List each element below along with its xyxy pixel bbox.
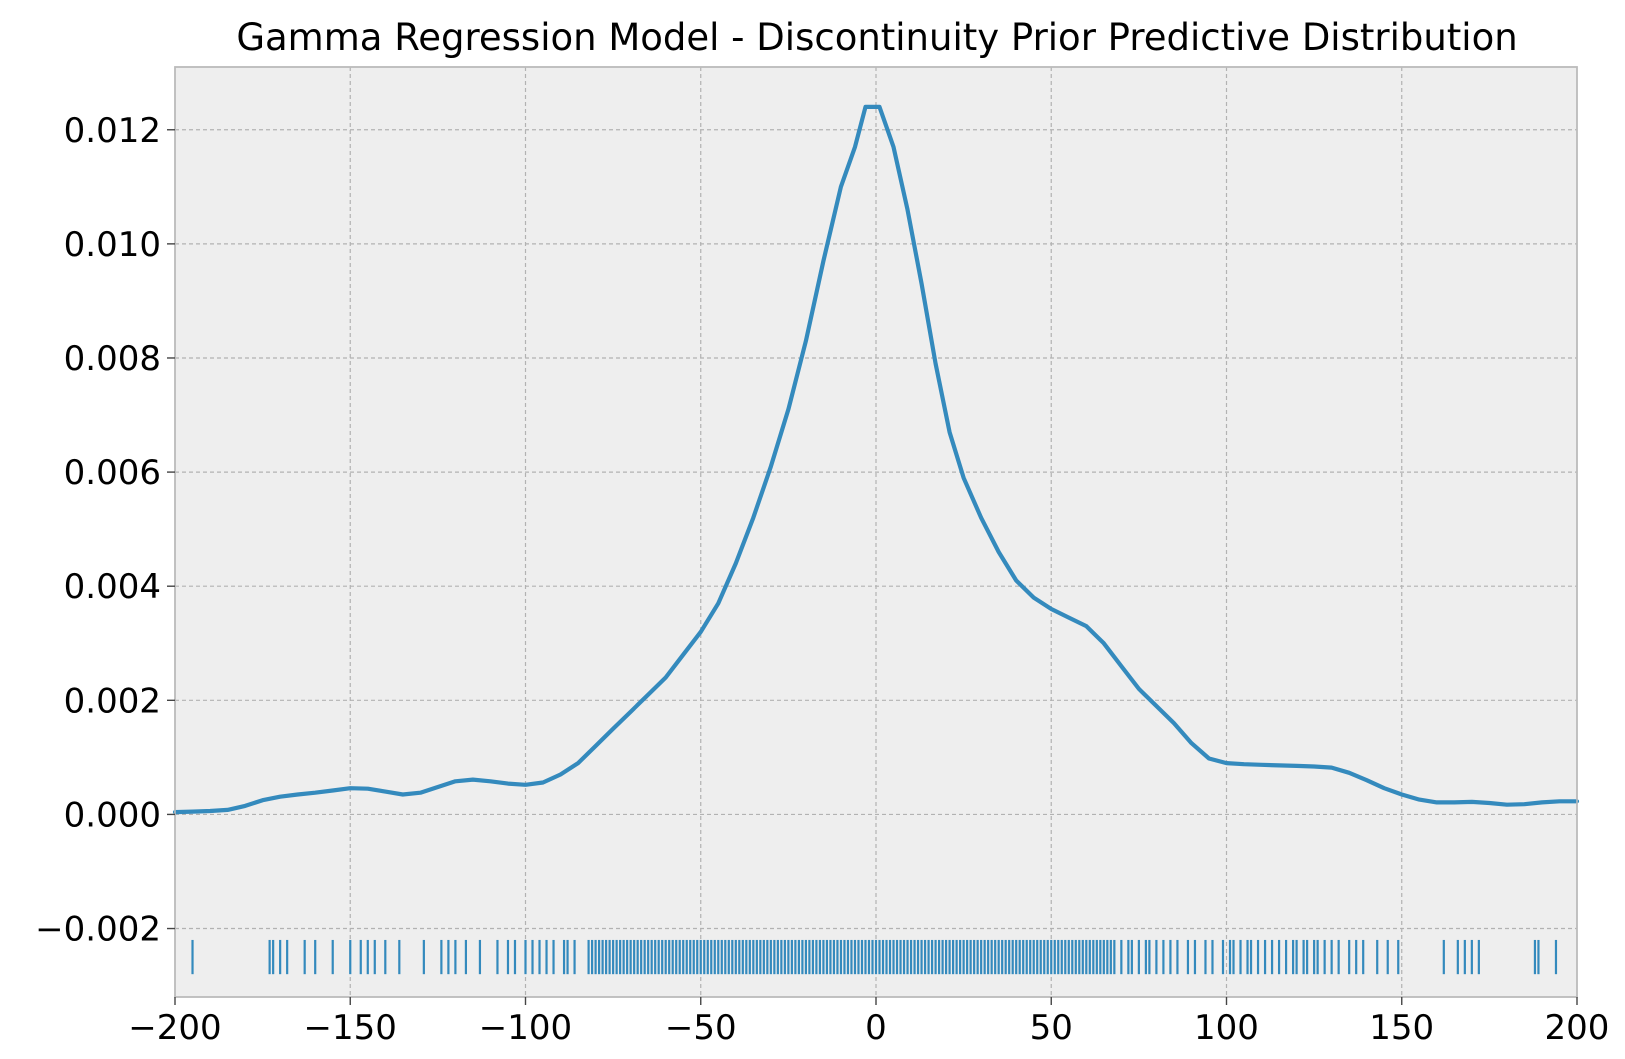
x-tick-label: −100 xyxy=(479,1008,572,1048)
x-tick-label: −150 xyxy=(304,1008,397,1048)
x-tick-label: 0 xyxy=(865,1008,887,1048)
y-tick-label: 0.008 xyxy=(64,339,161,379)
y-tick-label: 0.002 xyxy=(64,681,161,721)
y-tick-label: 0.012 xyxy=(64,111,161,151)
chart-title: Gamma Regression Model - Discontinuity P… xyxy=(236,16,1517,59)
density-line xyxy=(172,104,1580,815)
x-tick-label: −200 xyxy=(128,1008,221,1048)
x-tick-label: 150 xyxy=(1369,1008,1434,1048)
y-tick-label: 0.010 xyxy=(64,225,161,265)
x-tick-label: −50 xyxy=(665,1008,737,1048)
grid-lines xyxy=(175,67,1577,997)
density-series xyxy=(172,104,1580,815)
x-tick-label: 50 xyxy=(1030,1008,1073,1048)
y-tick-label: 0.006 xyxy=(64,453,161,493)
rug-plot xyxy=(191,939,1558,975)
y-tick-label: 0.000 xyxy=(64,795,161,835)
x-tick-label: 100 xyxy=(1194,1008,1259,1048)
y-tick-label: 0.004 xyxy=(64,567,161,607)
x-tick-label: 200 xyxy=(1545,1008,1610,1048)
x-axis-ticks: −200 −150 −100 −50 0 50 100 150 200 xyxy=(128,997,1609,1048)
y-axis-ticks: −0.002 0.000 0.002 0.004 0.006 0.008 0.010 0.01… xyxy=(35,111,175,950)
y-tick-label: −0.002 xyxy=(35,910,161,950)
